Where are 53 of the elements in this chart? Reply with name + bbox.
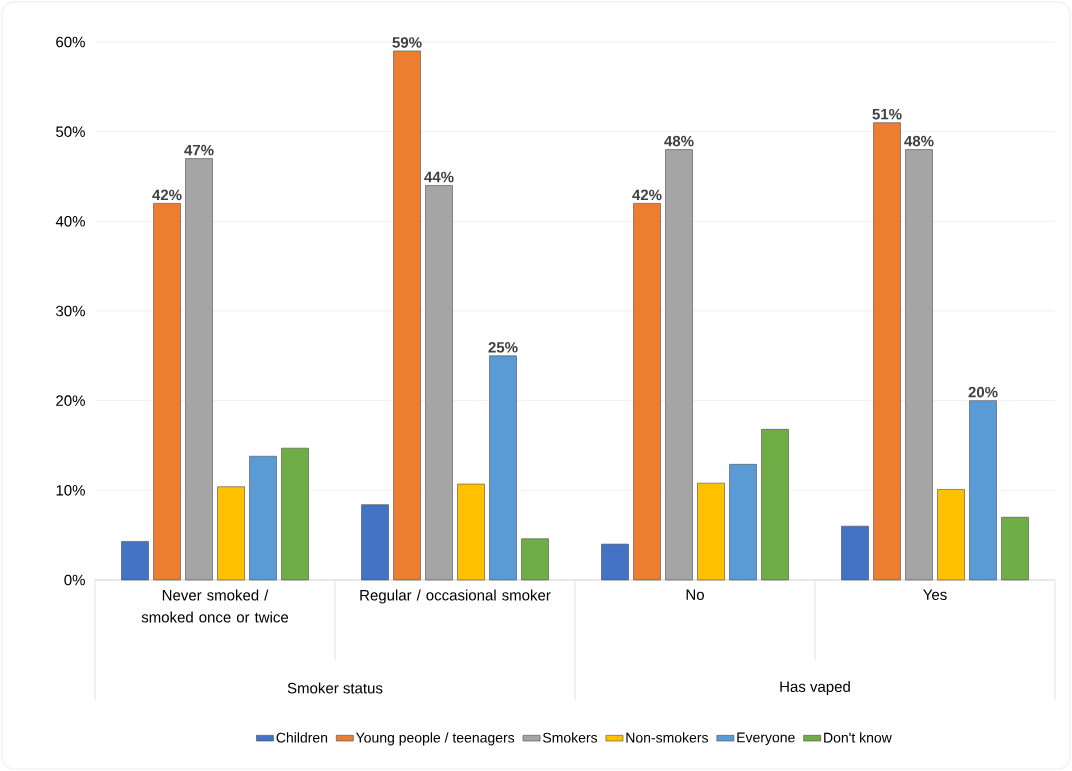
bar xyxy=(281,447,309,581)
data-label: 25% xyxy=(488,342,518,353)
x-tick-label: No xyxy=(686,589,704,600)
bar xyxy=(873,122,901,581)
y-tick-label: 10% xyxy=(56,485,85,496)
bar xyxy=(601,543,629,581)
bar xyxy=(761,429,789,581)
legend-label: Everyone xyxy=(737,732,795,746)
bar xyxy=(249,455,277,581)
bar xyxy=(425,185,453,581)
bar xyxy=(905,149,933,581)
bar xyxy=(217,486,245,581)
legend-label: Smokers xyxy=(543,732,598,743)
legend-label: Don't know xyxy=(824,732,892,743)
text: Has vaped xyxy=(780,681,850,695)
data-label: 44% xyxy=(424,171,454,183)
bar xyxy=(489,355,517,581)
data-label: 48% xyxy=(664,135,694,147)
y-tick-label: 30% xyxy=(56,305,85,317)
data-label: 42% xyxy=(632,189,662,201)
bar xyxy=(121,541,149,581)
y-tick-label: 50% xyxy=(56,126,85,137)
legend-label: Young people / teenagers xyxy=(355,732,515,746)
bar xyxy=(153,203,181,581)
text: Smoker status xyxy=(287,682,383,694)
y-tick-label: 20% xyxy=(56,395,85,406)
y-tick-label: 40% xyxy=(55,216,85,227)
y-tick-label: 0% xyxy=(64,574,85,586)
bar xyxy=(665,149,693,581)
bar xyxy=(969,400,997,581)
bar xyxy=(393,50,421,581)
bar xyxy=(457,483,485,581)
y-tick-label: 60% xyxy=(56,36,85,48)
x-tick-label: Yes xyxy=(923,589,947,600)
data-label: 48% xyxy=(904,135,934,147)
legend-label: Non-smokers xyxy=(626,732,709,743)
bar xyxy=(361,504,389,581)
bar xyxy=(937,489,965,581)
bar xyxy=(729,464,757,581)
bar xyxy=(697,482,725,581)
bar xyxy=(521,538,549,581)
bar xyxy=(841,525,869,581)
legend-label: Children xyxy=(276,732,328,743)
bar xyxy=(1001,516,1029,581)
bar xyxy=(633,203,661,581)
data-label: 59% xyxy=(392,37,422,48)
data-label: 20% xyxy=(968,386,998,398)
x-tick-label: Never smoked / smoked once or twice xyxy=(141,589,289,623)
data-label: 47% xyxy=(184,144,214,156)
data-label: 42% xyxy=(152,189,182,201)
x-tick-label: Regular / occasional smoker xyxy=(360,589,551,604)
bar xyxy=(185,158,213,581)
data-label: 51% xyxy=(872,108,902,120)
